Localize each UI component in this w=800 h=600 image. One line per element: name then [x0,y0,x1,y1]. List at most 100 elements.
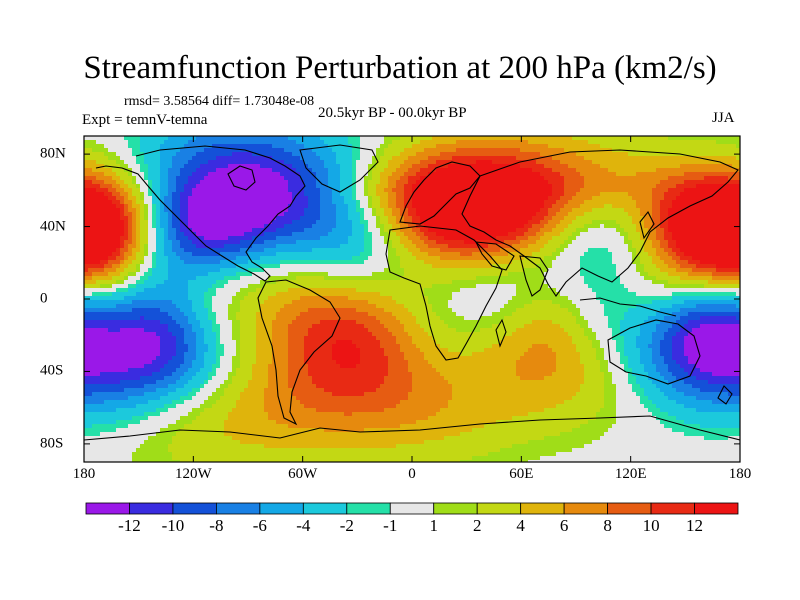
field-cell [120,220,125,225]
field-cell [204,256,209,261]
field-cell [216,208,221,213]
field-cell [280,236,285,241]
field-cell [600,180,605,185]
field-cell [144,184,149,189]
field-cell [684,192,689,197]
field-cell [336,164,341,169]
field-cell [464,248,469,253]
field-cell [176,184,181,189]
field-cell [396,252,401,257]
field-cell [204,180,209,185]
field-cell [604,184,609,189]
field-cell [648,180,653,185]
field-cell [124,248,129,253]
field-cell [424,228,429,233]
field-cell [264,220,269,225]
field-cell [620,200,625,205]
field-cell [140,212,145,217]
field-cell [296,160,301,165]
field-cell [584,224,589,229]
field-cell [204,204,209,209]
field-cell [360,196,365,201]
field-cell [176,176,181,181]
field-cell [444,224,449,229]
field-cell [468,216,473,221]
field-cell [520,148,525,153]
field-cell [300,252,305,257]
field-cell [604,164,609,169]
field-cell [392,236,397,241]
field-cell [436,160,441,165]
field-cell [716,156,721,161]
field-cell [528,208,533,213]
field-cell [208,220,213,225]
field-cell [456,200,461,205]
field-cell [168,152,173,157]
field-cell [476,232,481,237]
field-cell [464,184,469,189]
field-cell [332,236,337,241]
field-cell [436,148,441,153]
field-cell [584,184,589,189]
field-cell [112,136,117,141]
field-cell [652,236,657,241]
field-cell [620,244,625,249]
field-cell [312,184,317,189]
field-cell [392,136,397,141]
field-cell [660,212,665,217]
field-cell [392,140,397,145]
field-cell [632,176,637,181]
field-cell [128,192,133,197]
field-cell [204,152,209,157]
field-cell [668,208,673,213]
field-cell [332,220,337,225]
field-cell [680,188,685,193]
field-cell [476,184,481,189]
field-cell [472,200,477,205]
field-cell [532,184,537,189]
field-cell [276,216,281,221]
field-cell [380,216,385,221]
field-cell [296,204,301,209]
field-cell [304,180,309,185]
field-cell [328,180,333,185]
field-cell [216,180,221,185]
field-cell [508,156,513,161]
field-cell [628,236,633,241]
field-cell [308,212,313,217]
field-cell [608,176,613,181]
field-cell [416,188,421,193]
field-cell [628,204,633,209]
field-cell [664,196,669,201]
field-cell [732,204,737,209]
field-cell [228,188,233,193]
field-cell [408,184,413,189]
field-cell [248,136,253,141]
field-cell [152,204,157,209]
field-cell [112,208,117,213]
field-cell [344,152,349,157]
field-cell [648,184,653,189]
field-cell [716,184,721,189]
field-cell [204,216,209,221]
field-cell [104,172,109,177]
field-cell [480,184,485,189]
field-cell [96,208,101,213]
field-cell [284,172,289,177]
field-cell [312,192,317,197]
field-cell [116,168,121,173]
field-cell [416,136,421,141]
field-cell [280,240,285,245]
field-cell [292,244,297,249]
field-cell [732,200,737,205]
field-cell [680,192,685,197]
field-cell [324,212,329,217]
field-cell [148,200,153,205]
field-cell [84,252,89,257]
field-cell [144,148,149,153]
field-cell [552,152,557,157]
field-cell [368,184,373,189]
field-cell [736,172,740,177]
field-cell [620,248,625,253]
field-cell [188,168,193,173]
